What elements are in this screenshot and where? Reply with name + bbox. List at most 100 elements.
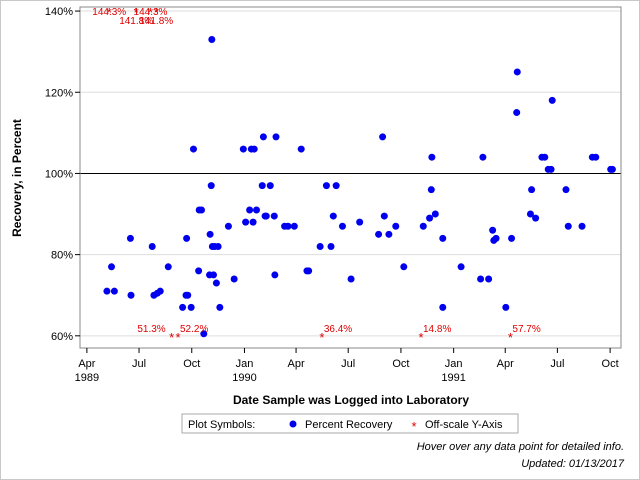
data-point <box>179 303 187 311</box>
offscale-value-label: 144.3% <box>92 7 126 18</box>
data-point <box>103 287 111 295</box>
data-point <box>508 234 516 242</box>
data-point <box>477 275 485 283</box>
data-point <box>428 153 436 161</box>
data-point <box>200 330 208 338</box>
offscale-value-label: 14.8% <box>423 324 451 335</box>
x-tick-label: Apr <box>497 358 514 370</box>
offscale-value-label: 141.8% <box>119 16 153 27</box>
data-point <box>400 263 408 271</box>
data-point <box>249 218 257 226</box>
data-point <box>239 145 247 153</box>
data-point <box>262 212 270 220</box>
x-year-label: 1991 <box>441 372 465 384</box>
data-point <box>562 186 570 194</box>
offscale-marker: * <box>319 330 324 345</box>
x-tick-label: Jul <box>341 358 355 370</box>
data-point <box>578 222 586 230</box>
data-point <box>548 96 556 104</box>
data-point <box>210 271 218 279</box>
data-point <box>541 153 549 161</box>
legend-box <box>181 413 519 434</box>
data-point <box>385 230 393 238</box>
data-point <box>392 222 400 230</box>
offscale-value-label: 144.3% <box>134 7 168 18</box>
data-point <box>502 303 510 311</box>
y-axis: 60% 80% 100% 120% 140% <box>45 6 80 343</box>
x-tick-label: Jul <box>550 358 564 370</box>
data-point <box>316 243 324 251</box>
x-tick-label: Apr <box>287 358 304 370</box>
data-point <box>485 275 493 283</box>
data-point <box>489 226 497 234</box>
data-points <box>103 35 616 338</box>
x-tick-label: Jan <box>236 358 254 370</box>
data-point <box>206 230 214 238</box>
hover-note: Hover over any data point for detailed i… <box>417 441 624 453</box>
x-axis: Apr Jul Oct Jan Apr Jul Oct Jan Apr Jul Oct 1989 199… <box>75 348 619 384</box>
x-tick-label: Jan <box>445 358 463 370</box>
legend-item-offscale: Off-scale Y-Axis <box>425 419 503 431</box>
legend: Plot Symbols: Percent Recovery * Off-sca… <box>181 413 519 434</box>
data-point <box>214 243 222 251</box>
data-point <box>187 303 195 311</box>
y-tick-label: 140% <box>45 6 73 18</box>
data-point <box>297 145 305 153</box>
offscale-marker: * <box>148 5 153 20</box>
data-point <box>246 206 254 214</box>
data-point <box>197 206 205 214</box>
y-axis-title: Recovery, in Percent <box>10 119 24 237</box>
x-tick-label: Oct <box>183 358 200 370</box>
x-tick-label: Jul <box>132 358 146 370</box>
data-point <box>457 263 465 271</box>
data-point <box>439 303 447 311</box>
data-point <box>427 186 435 194</box>
updated-note: Updated: 01/13/2017 <box>521 458 625 470</box>
data-point <box>528 186 536 194</box>
data-point <box>271 271 279 279</box>
legend-title: Plot Symbols: <box>188 419 255 431</box>
offscale-marker: * <box>154 5 159 20</box>
x-year-label: 1989 <box>75 372 99 384</box>
data-point <box>127 291 135 299</box>
plot-area-border <box>79 6 622 349</box>
offscale-value-label: 36.4% <box>324 324 352 335</box>
x-year-label: 1990 <box>232 372 256 384</box>
offscale-marker: * <box>418 330 423 345</box>
data-point <box>426 214 434 222</box>
data-point <box>224 222 232 230</box>
data-point <box>183 234 191 242</box>
x-axis-title: Date Sample was Logged into Laboratory <box>233 393 469 407</box>
x-tick-label: Oct <box>602 358 619 370</box>
data-point <box>258 182 266 190</box>
data-point <box>266 182 274 190</box>
y-tick-label: 100% <box>45 168 73 180</box>
data-point <box>110 287 118 295</box>
data-point <box>492 234 500 242</box>
data-point <box>284 222 292 230</box>
data-point <box>259 133 267 141</box>
data-point <box>108 263 116 271</box>
y-tick-label: 120% <box>45 87 73 99</box>
data-point <box>431 210 439 218</box>
offscale-points: *144.3% *141.8%*144.3%*141.8%*51.3%*52.2%… <box>92 5 541 345</box>
y-tick-label: 60% <box>51 331 73 343</box>
data-point <box>479 153 487 161</box>
offscale-marker: * <box>169 330 174 345</box>
offscale-value-label: 57.7% <box>512 324 540 335</box>
data-point <box>356 218 364 226</box>
offscale-value-label: 141.8% <box>139 16 173 27</box>
y-tick-label: 80% <box>51 250 73 262</box>
data-point <box>270 212 278 220</box>
data-point <box>250 145 258 153</box>
data-point <box>305 267 313 275</box>
offscale-value-label: 51.3% <box>137 324 165 335</box>
data-point <box>164 263 172 271</box>
data-point <box>526 210 534 218</box>
data-point <box>207 182 215 190</box>
data-point <box>419 222 427 230</box>
data-point <box>327 243 335 251</box>
data-point <box>126 234 134 242</box>
data-point <box>242 218 250 226</box>
